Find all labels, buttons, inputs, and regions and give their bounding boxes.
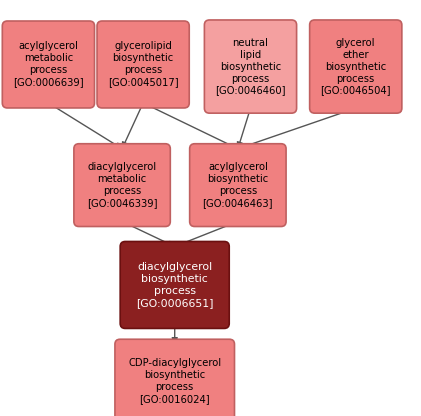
Text: glycerolipid
biosynthetic
process
[GO:0045017]: glycerolipid biosynthetic process [GO:00… xyxy=(108,42,179,87)
Text: diacylglycerol
biosynthetic
process
[GO:0006651]: diacylglycerol biosynthetic process [GO:… xyxy=(136,262,213,308)
FancyBboxPatch shape xyxy=(309,20,402,113)
FancyBboxPatch shape xyxy=(115,339,234,416)
Text: diacylglycerol
metabolic
process
[GO:0046339]: diacylglycerol metabolic process [GO:004… xyxy=(87,162,157,208)
FancyBboxPatch shape xyxy=(97,21,189,108)
Text: acylglycerol
biosynthetic
process
[GO:0046463]: acylglycerol biosynthetic process [GO:00… xyxy=(203,162,273,208)
FancyBboxPatch shape xyxy=(189,144,286,226)
Text: glycerol
ether
biosynthetic
process
[GO:0046504]: glycerol ether biosynthetic process [GO:… xyxy=(320,37,391,96)
Text: CDP-diacylglycerol
biosynthetic
process
[GO:0016024]: CDP-diacylglycerol biosynthetic process … xyxy=(128,358,221,404)
Text: acylglycerol
metabolic
process
[GO:0006639]: acylglycerol metabolic process [GO:00066… xyxy=(13,42,84,87)
FancyBboxPatch shape xyxy=(120,241,229,329)
Text: neutral
lipid
biosynthetic
process
[GO:0046460]: neutral lipid biosynthetic process [GO:0… xyxy=(215,37,286,96)
FancyBboxPatch shape xyxy=(3,21,94,108)
FancyBboxPatch shape xyxy=(74,144,170,226)
FancyBboxPatch shape xyxy=(204,20,296,113)
